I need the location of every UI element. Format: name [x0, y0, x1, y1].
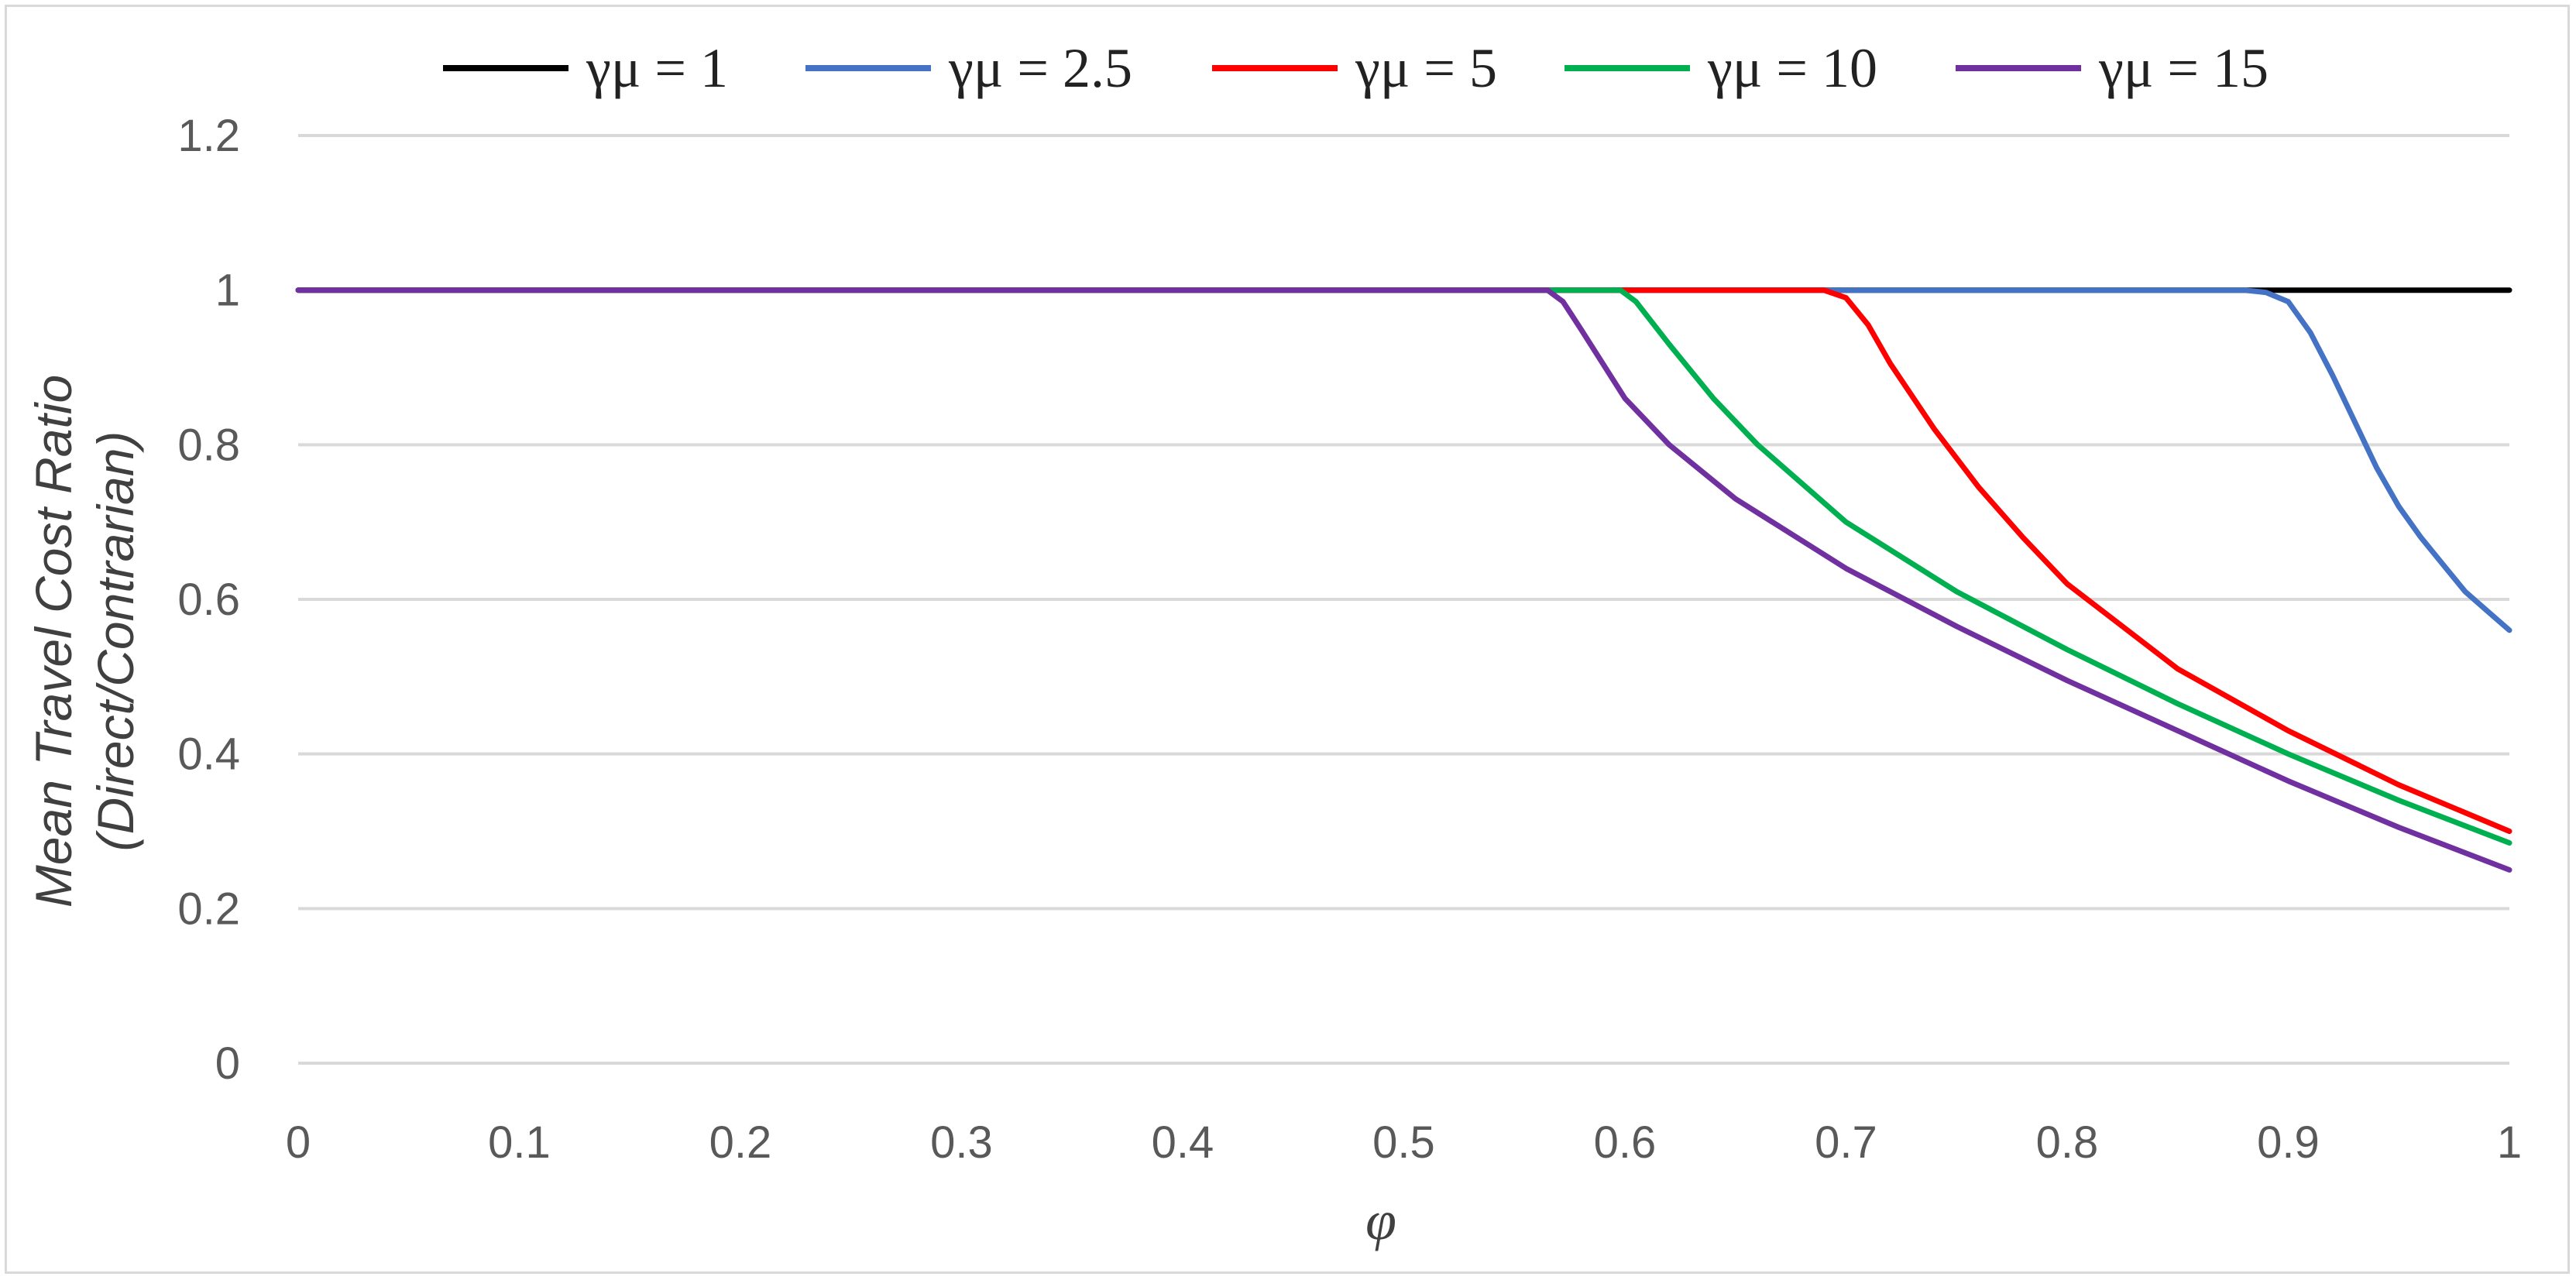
x-tick-label: 0 — [286, 1117, 311, 1168]
y-tick-label: 0.8 — [177, 420, 240, 470]
series-line-5 — [295, 287, 2512, 873]
x-tick-label: 0.9 — [2257, 1117, 2320, 1168]
legend-label: γμ = 10 — [1707, 37, 1877, 99]
x-tick-label: 1 — [2497, 1117, 2522, 1168]
legend: γμ = 1 γμ = 2.5 γμ = 5 γμ = 10 γμ = 15 — [443, 37, 2269, 99]
x-tick-label: 0.7 — [1815, 1117, 1877, 1168]
x-tick-labels: 0 0.1 0.2 0.3 0.4 0.5 0.6 0.7 0.8 0.9 1 — [286, 1117, 2522, 1168]
x-axis-label: φ — [1365, 1189, 1396, 1251]
series-line-4 — [295, 287, 2512, 846]
y-axis-label-line-1: Mean Travel Cost Ratio — [25, 375, 82, 908]
series-line-3 — [295, 287, 2512, 834]
x-tick-label: 0.5 — [1372, 1117, 1435, 1168]
legend-label: γμ = 15 — [2098, 37, 2269, 99]
x-tick-label: 0.6 — [1594, 1117, 1657, 1168]
x-tick-label: 0.1 — [488, 1117, 551, 1168]
gridlines — [298, 134, 2509, 1065]
x-tick-label: 0.2 — [709, 1117, 772, 1168]
y-tick-label: 1.2 — [177, 111, 240, 161]
legend-label: γμ = 1 — [586, 37, 728, 99]
series-line-2 — [295, 287, 2512, 633]
y-tick-label: 0.2 — [177, 884, 240, 934]
x-tick-label: 0.8 — [2036, 1117, 2099, 1168]
x-tick-label: 0.4 — [1152, 1117, 1214, 1168]
y-tick-label: 0.6 — [177, 575, 240, 625]
x-tick-label: 0.3 — [930, 1117, 993, 1168]
y-axis-label-line-2: (Direct/Contrarian) — [87, 431, 144, 852]
y-tick-label: 0 — [215, 1038, 240, 1089]
series-lines — [295, 287, 2512, 873]
legend-label: γμ = 2.5 — [948, 37, 1132, 99]
y-tick-labels: 0 0.2 0.4 0.6 0.8 1 1.2 — [177, 111, 240, 1089]
legend-label: γμ = 5 — [1355, 37, 1497, 99]
y-tick-label: 0.4 — [177, 729, 240, 780]
y-tick-label: 1 — [215, 266, 240, 316]
